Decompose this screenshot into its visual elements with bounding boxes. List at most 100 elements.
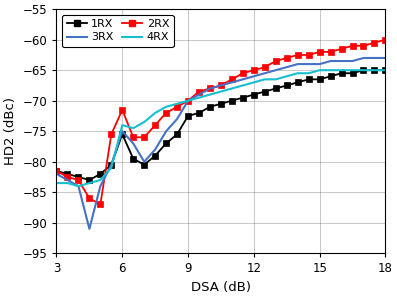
2RX — [229, 77, 234, 81]
4RX — [219, 90, 224, 93]
2RX — [383, 38, 388, 41]
2RX — [317, 50, 322, 54]
4RX — [328, 69, 333, 72]
3RX — [87, 227, 92, 231]
2RX — [328, 50, 333, 54]
2RX — [208, 87, 212, 90]
2RX — [131, 136, 136, 139]
4RX — [87, 181, 92, 185]
4RX — [131, 126, 136, 130]
Line: 4RX: 4RX — [56, 70, 385, 186]
1RX — [361, 69, 366, 72]
4RX — [350, 69, 355, 72]
1RX — [262, 90, 267, 93]
1RX — [175, 133, 179, 136]
4RX — [383, 69, 388, 72]
3RX — [241, 77, 245, 81]
1RX — [76, 175, 81, 179]
4RX — [98, 178, 103, 182]
1RX — [274, 87, 278, 90]
1RX — [339, 72, 344, 75]
1RX — [164, 142, 168, 145]
3RX — [208, 87, 212, 90]
2RX — [197, 90, 201, 93]
3RX — [317, 62, 322, 66]
4RX — [186, 99, 191, 103]
3RX — [65, 178, 70, 182]
4RX — [153, 111, 158, 115]
1RX — [98, 172, 103, 176]
4RX — [241, 84, 245, 87]
1RX — [153, 154, 158, 157]
Line: 3RX: 3RX — [56, 58, 385, 229]
3RX — [361, 56, 366, 60]
1RX — [284, 84, 289, 87]
Y-axis label: HD2 (dBc): HD2 (dBc) — [4, 97, 17, 165]
4RX — [142, 120, 146, 124]
2RX — [350, 44, 355, 48]
1RX — [197, 111, 201, 115]
2RX — [54, 169, 59, 173]
3RX — [229, 80, 234, 84]
3RX — [164, 129, 168, 133]
4RX — [164, 105, 168, 108]
2RX — [306, 53, 311, 57]
1RX — [229, 99, 234, 103]
2RX — [87, 197, 92, 200]
1RX — [208, 105, 212, 108]
3RX — [295, 62, 300, 66]
3RX — [219, 84, 224, 87]
1RX — [131, 157, 136, 160]
1RX — [65, 172, 70, 176]
4RX — [339, 69, 344, 72]
1RX — [109, 163, 114, 167]
3RX — [306, 62, 311, 66]
3RX — [328, 59, 333, 63]
1RX — [295, 80, 300, 84]
2RX — [186, 99, 191, 103]
2RX — [295, 53, 300, 57]
X-axis label: DSA (dB): DSA (dB) — [191, 281, 251, 294]
3RX — [120, 129, 125, 133]
3RX — [339, 59, 344, 63]
2RX — [372, 41, 377, 44]
2RX — [274, 59, 278, 63]
3RX — [131, 142, 136, 145]
3RX — [262, 72, 267, 75]
4RX — [251, 80, 256, 84]
3RX — [98, 184, 103, 188]
2RX — [164, 111, 168, 115]
2RX — [153, 123, 158, 127]
1RX — [383, 69, 388, 72]
4RX — [295, 72, 300, 75]
4RX — [361, 69, 366, 72]
4RX — [372, 69, 377, 72]
1RX — [241, 96, 245, 100]
4RX — [262, 77, 267, 81]
1RX — [251, 93, 256, 96]
4RX — [208, 93, 212, 96]
4RX — [76, 184, 81, 188]
1RX — [120, 133, 125, 136]
3RX — [350, 59, 355, 63]
4RX — [120, 123, 125, 127]
3RX — [186, 99, 191, 103]
4RX — [175, 102, 179, 105]
Line: 2RX: 2RX — [54, 37, 388, 207]
3RX — [197, 93, 201, 96]
4RX — [274, 77, 278, 81]
3RX — [109, 163, 114, 167]
1RX — [54, 169, 59, 173]
4RX — [109, 166, 114, 170]
2RX — [109, 133, 114, 136]
2RX — [76, 178, 81, 182]
1RX — [350, 72, 355, 75]
2RX — [251, 69, 256, 72]
4RX — [197, 96, 201, 100]
1RX — [317, 77, 322, 81]
2RX — [339, 47, 344, 51]
2RX — [241, 72, 245, 75]
1RX — [328, 74, 333, 78]
1RX — [87, 178, 92, 182]
2RX — [219, 84, 224, 87]
